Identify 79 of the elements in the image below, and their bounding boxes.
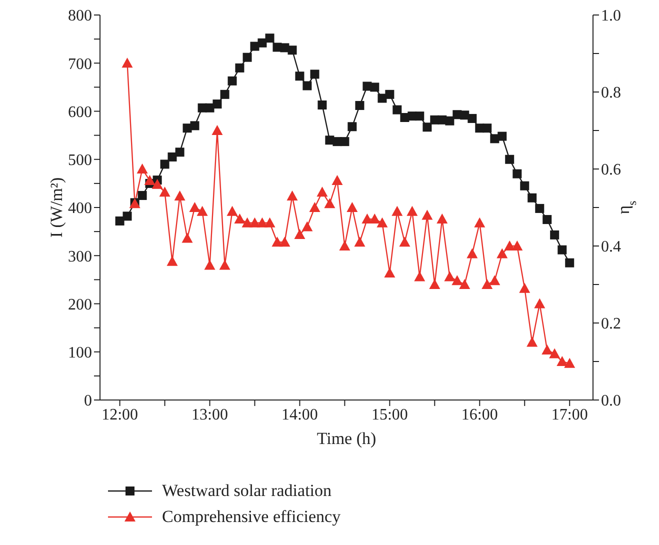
point bbox=[459, 279, 470, 289]
y2-tick-label: 0.2 bbox=[601, 316, 621, 333]
legend-label: Comprehensive efficiency bbox=[162, 507, 341, 527]
point bbox=[376, 217, 388, 228]
point bbox=[189, 202, 200, 212]
point bbox=[384, 267, 396, 278]
y-tick-label: 200 bbox=[68, 296, 92, 314]
point bbox=[136, 164, 148, 174]
y2-tick-label: 0.0 bbox=[601, 392, 621, 410]
point bbox=[294, 228, 306, 239]
point bbox=[316, 186, 328, 197]
point bbox=[219, 260, 230, 270]
legend-label: Westward solar radiation bbox=[162, 481, 332, 501]
x-tick-label: 13:00 bbox=[192, 406, 228, 424]
y2-tick-label: 0.4 bbox=[601, 238, 621, 256]
x-tick-label: 14:00 bbox=[281, 406, 318, 424]
x-tick-label: 16:00 bbox=[461, 406, 498, 424]
point bbox=[406, 206, 418, 216]
point bbox=[182, 232, 193, 243]
point bbox=[346, 202, 358, 212]
point bbox=[332, 175, 343, 186]
y-tick-label: 800 bbox=[68, 8, 92, 25]
point bbox=[204, 260, 216, 270]
y-tick-label: 0 bbox=[84, 392, 92, 410]
y2-tick-label: 0.8 bbox=[601, 84, 621, 102]
point bbox=[234, 214, 246, 224]
point bbox=[122, 58, 133, 68]
y-tick-label: 600 bbox=[68, 104, 92, 121]
point bbox=[489, 275, 500, 286]
point bbox=[512, 240, 523, 250]
x-tick-label: 15:00 bbox=[371, 406, 408, 424]
point bbox=[429, 279, 440, 289]
x-tick-label: 12:00 bbox=[102, 406, 138, 424]
y-tick-label: 400 bbox=[68, 200, 92, 218]
point bbox=[226, 206, 238, 216]
x-axis-title: Time (h) bbox=[316, 429, 376, 448]
point bbox=[249, 217, 260, 228]
point bbox=[399, 236, 410, 247]
point bbox=[339, 240, 350, 250]
point bbox=[534, 298, 546, 308]
point bbox=[392, 206, 403, 216]
point bbox=[496, 248, 508, 258]
point bbox=[309, 202, 320, 212]
point bbox=[256, 217, 268, 228]
point bbox=[264, 217, 276, 228]
point bbox=[519, 282, 530, 293]
y-tick-label: 100 bbox=[68, 344, 92, 362]
point bbox=[556, 356, 568, 366]
y2-tick-label: 0.6 bbox=[601, 162, 621, 179]
point bbox=[212, 125, 223, 135]
point bbox=[302, 221, 313, 232]
point bbox=[196, 206, 208, 216]
point bbox=[452, 275, 463, 286]
point bbox=[436, 214, 448, 224]
point bbox=[144, 175, 156, 186]
point bbox=[174, 190, 186, 200]
y2-tick-label: 1.0 bbox=[601, 8, 621, 25]
point bbox=[414, 271, 426, 282]
point bbox=[542, 344, 553, 354]
y-tick-label: 700 bbox=[68, 56, 92, 73]
point bbox=[482, 279, 493, 289]
point bbox=[152, 178, 163, 189]
point bbox=[279, 236, 290, 247]
point bbox=[474, 217, 486, 228]
point bbox=[549, 348, 560, 358]
point bbox=[159, 186, 170, 197]
point bbox=[324, 198, 336, 208]
point bbox=[526, 336, 538, 347]
point bbox=[466, 248, 478, 258]
point bbox=[564, 358, 576, 368]
y-tick-label: 500 bbox=[68, 152, 92, 170]
point bbox=[166, 256, 178, 266]
point bbox=[354, 236, 366, 247]
point bbox=[422, 210, 433, 220]
x-tick-label: 17:00 bbox=[551, 406, 588, 424]
point bbox=[286, 190, 298, 200]
y-axis-title: I (W/m²) bbox=[47, 177, 66, 238]
point bbox=[444, 271, 456, 282]
y-tick-label: 300 bbox=[68, 248, 92, 266]
